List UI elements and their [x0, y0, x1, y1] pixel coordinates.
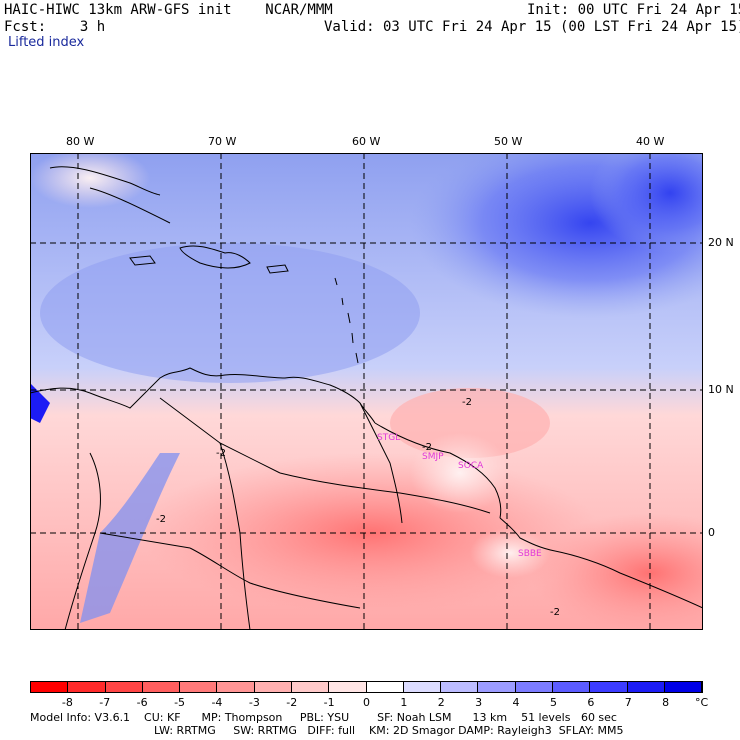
colorbar-tick-label: -4	[211, 696, 223, 709]
colorbar-tick-label: 1	[400, 696, 408, 709]
graticule	[30, 153, 703, 630]
contour-label: -2	[156, 514, 166, 525]
contour-label: -2	[550, 607, 560, 618]
colorbar-cell	[664, 682, 702, 692]
colorbar-cell	[142, 682, 181, 692]
lon-label-40w: 40 W	[636, 135, 665, 148]
colorbar-tick-label: 8	[662, 696, 670, 709]
contour-label: -2	[462, 397, 472, 408]
colorbar-cell	[590, 682, 628, 692]
colorbar-tick-label: -1	[323, 696, 335, 709]
header-title: HAIC-HIWC 13km ARW-GFS init NCAR/MMM	[4, 2, 333, 18]
field-blue-caribbean	[40, 243, 420, 383]
colorbar-cell	[217, 682, 255, 692]
field-blue-core-ne2	[590, 153, 703, 253]
station-label: SBBE	[518, 549, 542, 559]
station-label: SOCA	[458, 461, 484, 471]
header-valid-time: Valid: 03 UTC Fri 24 Apr 15 (00 LST Fri …	[324, 19, 740, 35]
lifted-index-map: -2 -2 -2 -2 -2 STGL SMJP SOCA SBBE	[30, 153, 703, 630]
colorbar-tick-label: 4	[512, 696, 520, 709]
colorbar-tick-label: 7	[624, 696, 632, 709]
footer-model-info-1: Model Info: V3.6.1 CU: KF MP: Thompson P…	[30, 711, 617, 724]
header-init-time: Init: 00 UTC Fri 24 Apr 15	[527, 2, 740, 18]
colorbar-cell	[105, 682, 143, 692]
colorbar-tick-label: -8	[61, 696, 73, 709]
colorbar-cell	[366, 682, 404, 692]
lon-label-50w: 50 W	[494, 135, 523, 148]
colorbar-cell	[552, 682, 591, 692]
field-red-north	[390, 388, 550, 458]
field-neutral-amazon-mouth	[470, 528, 550, 578]
lat-label-20n: 20 N	[708, 236, 734, 249]
lat-label-10n: 10 N	[708, 383, 734, 396]
colorbar-tick-label: 0	[363, 696, 370, 709]
colorbar-cell	[478, 682, 516, 692]
colorbar-cell	[329, 682, 367, 692]
colorbar-tick-label: -2	[286, 696, 298, 709]
colorbar-cell	[627, 682, 665, 692]
contour-label: -2	[422, 442, 432, 453]
map-frame	[30, 153, 703, 630]
colorbar-cell	[31, 682, 69, 692]
colorbar-tick-label: -6	[136, 696, 148, 709]
field-name: Lifted index	[8, 35, 85, 50]
colorbar-cell	[291, 682, 330, 692]
field-neutral-guiana	[410, 433, 510, 513]
colorbar-tick-label: 2	[437, 696, 445, 709]
colorbar-cell	[441, 682, 479, 692]
colorbar-tick-label: 3	[475, 696, 483, 709]
station-label: SMJP	[422, 452, 444, 462]
lon-label-70w: 70 W	[208, 135, 237, 148]
colorbar-cell	[180, 682, 218, 692]
colorbar	[30, 681, 703, 693]
footer-model-info-2: LW: RRTMG SW: RRTMG DIFF: full KM: 2D Sm…	[154, 724, 624, 737]
colorbar-cell	[68, 682, 106, 692]
colorbar-tick-label: 5	[549, 696, 557, 709]
colorbar-tick-label: 6	[587, 696, 595, 709]
contour-label: -2	[216, 448, 226, 459]
colorbar-unit: °C	[695, 696, 709, 709]
colorbar-tick-label: -3	[248, 696, 260, 709]
colorbar-cell	[254, 682, 292, 692]
lat-label-0: 0	[708, 526, 715, 539]
station-label: STGL	[377, 433, 400, 443]
field-blue-pacific	[30, 383, 50, 423]
colorbar-cell	[403, 682, 442, 692]
colorbar-tick-label: -7	[99, 696, 111, 709]
header-forecast-hour: Fcst: 3 h	[4, 19, 106, 35]
lon-label-80w: 80 W	[66, 135, 95, 148]
colorbar-tick-label: -5	[174, 696, 186, 709]
colorbar-cell	[515, 682, 553, 692]
lon-label-60w: 60 W	[352, 135, 381, 148]
